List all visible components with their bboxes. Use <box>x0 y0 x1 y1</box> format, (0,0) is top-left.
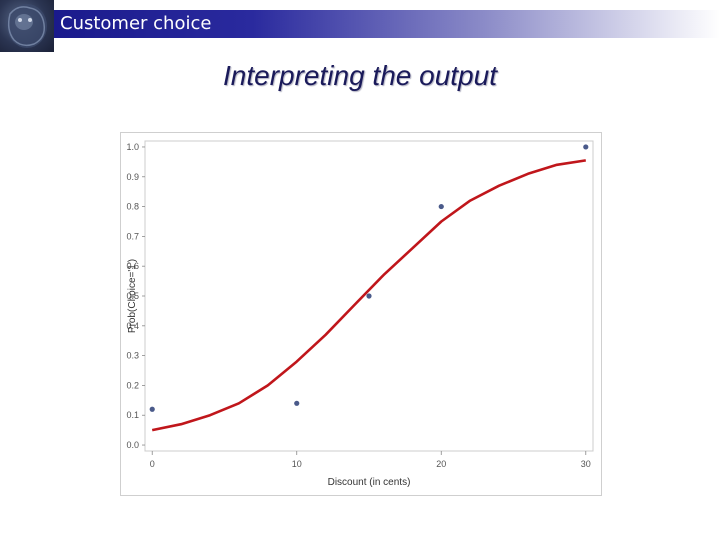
x-tick-label: 30 <box>581 459 591 469</box>
y-tick-label: 0.6 <box>126 261 139 271</box>
data-point <box>438 203 444 210</box>
data-point <box>583 144 589 150</box>
y-axis: 0.0 0.1 0.2 0.3 0.4 0.5 0.6 0.7 0.8 0.9 1.0 <box>126 142 145 450</box>
data-point <box>294 400 300 406</box>
y-tick-label: 0.2 <box>126 380 139 390</box>
x-tick-label: 10 <box>292 459 302 469</box>
data-points <box>149 144 589 412</box>
chart-frame: 0.0 0.1 0.2 0.3 0.4 0.5 0.6 0.7 0.8 0.9 1.0 0 10 20 3… <box>120 132 602 496</box>
logistic-chart: 0.0 0.1 0.2 0.3 0.4 0.5 0.6 0.7 0.8 0.9 1.0 0 10 20 3… <box>126 140 594 488</box>
header-bar: Customer choice <box>0 0 720 52</box>
x-tick-label: 0 <box>150 459 155 469</box>
y-tick-label: 1.0 <box>126 142 139 152</box>
y-axis-label: Prob(Choice='1') <box>127 259 138 333</box>
data-point <box>366 293 372 299</box>
y-tick-label: 0.4 <box>126 321 139 331</box>
data-point <box>149 406 155 412</box>
y-tick-label: 0.7 <box>126 231 139 241</box>
x-axis-label: Discount (in cents) <box>328 477 411 488</box>
y-tick-label: 0.3 <box>126 351 139 361</box>
slide-title: Interpreting the output <box>223 60 497 91</box>
fitted-curve <box>151 159 586 432</box>
y-tick-label: 0.0 <box>126 440 139 450</box>
lion-logo-icon <box>0 0 54 52</box>
y-tick-label: 0.5 <box>126 291 139 301</box>
x-axis: 0 10 20 30 <box>150 451 591 469</box>
x-tick-label: 20 <box>436 459 446 469</box>
header-band <box>52 10 720 38</box>
y-tick-label: 0.8 <box>126 202 139 212</box>
y-tick-label: 0.1 <box>126 410 139 420</box>
y-tick-label: 0.9 <box>126 172 139 182</box>
header-title: Customer choice <box>60 13 212 34</box>
